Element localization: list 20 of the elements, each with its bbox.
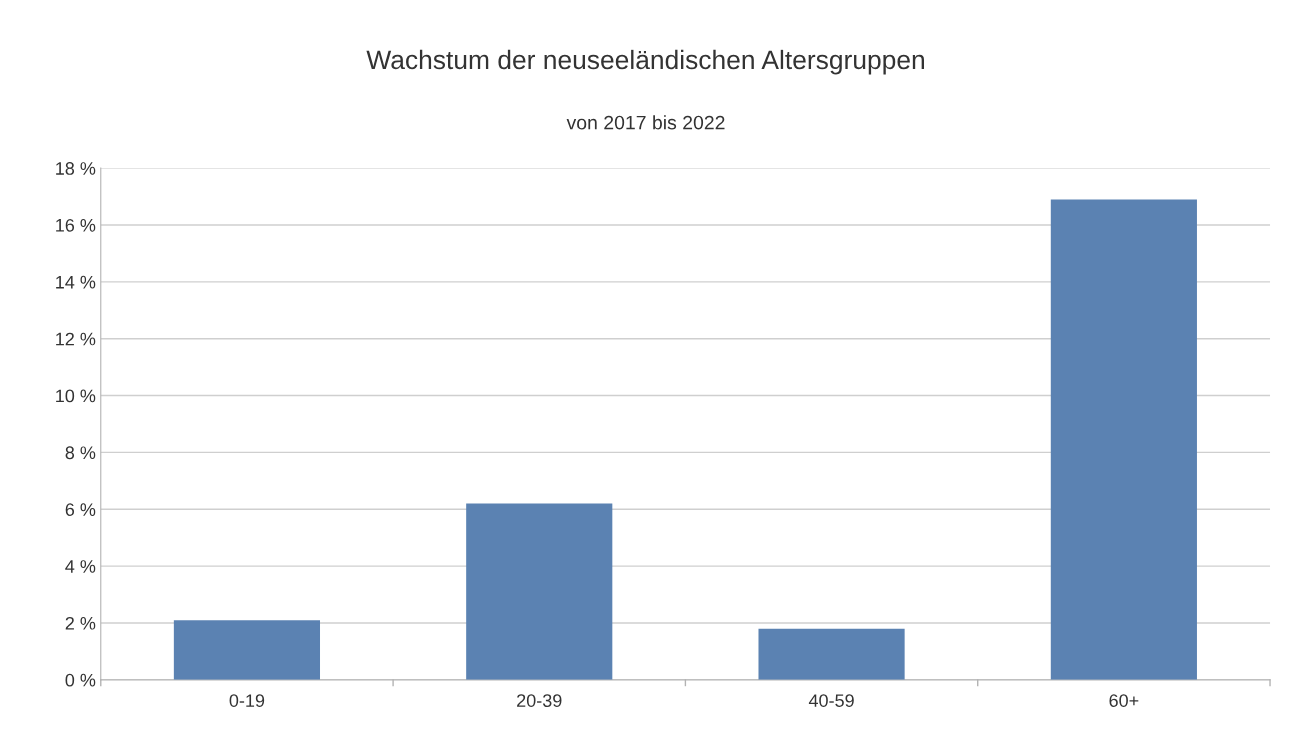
bar <box>758 628 905 680</box>
y-tick-label: 2 % <box>65 616 96 630</box>
y-tick-label: 8 % <box>65 446 96 460</box>
x-tick-label: 0-19 <box>229 694 265 707</box>
chart-title: Wachstum der neuseeländischen Altersgruppen <box>366 49 924 75</box>
bar <box>466 503 613 680</box>
bar <box>173 620 321 680</box>
y-tick-label: 6 % <box>65 503 96 516</box>
y-tick-label: 16 % <box>56 218 96 232</box>
x-tick-label: 60+ <box>1109 694 1139 707</box>
y-tick-label: 12 % <box>56 332 96 346</box>
y-tick-label: 0 % <box>65 673 96 687</box>
bar <box>1050 199 1197 680</box>
y-tick-label: 10 % <box>56 389 96 403</box>
x-tick-label: 40-59 <box>808 694 854 707</box>
chart-subtitle: von 2017 bis 2022 <box>566 115 725 130</box>
y-tick-label: 18 % <box>56 162 96 175</box>
y-tick-label: 4 % <box>65 560 96 573</box>
x-tick-label: 20-39 <box>517 694 562 707</box>
y-tick-label: 14 % <box>56 275 96 289</box>
